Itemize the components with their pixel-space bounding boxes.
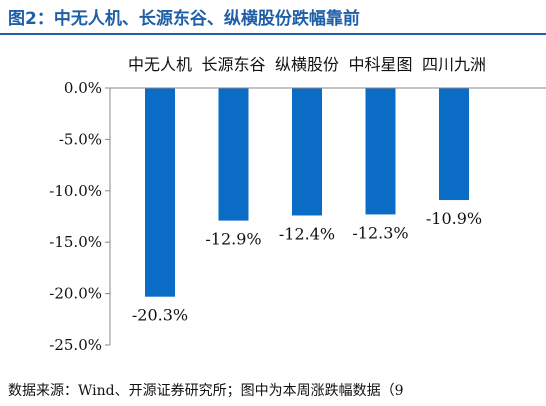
y-tick-label: -5.0% [59,130,102,148]
data-label: -20.3% [132,306,188,325]
bar [145,88,175,297]
category-label: 长源东谷 [201,55,265,74]
source-note: 数据来源：Wind、开源证券研究所；图中为本周涨跌幅数据（9 [8,383,404,399]
figure-title: 图2：中无人机、长源东谷、纵横股份跌幅靠前 [8,9,360,29]
bar [218,88,249,221]
y-tick-label: -25.0% [49,336,102,354]
data-label: -12.9% [205,230,261,249]
bar-chart: 中无人机 长源东谷 纵横股份 中科星图 四川九洲 0.0% -5.0% -10.0% -15.0… [49,55,546,354]
category-label: 四川九洲 [422,55,486,74]
data-label: -12.3% [352,223,408,242]
bar [365,88,396,215]
y-tick-label: -20.0% [49,285,102,303]
y-tick-label: -10.0% [49,182,102,200]
y-tick-label: -15.0% [49,233,102,251]
bar [439,88,469,201]
category-label: 中科星图 [348,55,412,74]
y-tick-label: 0.0% [64,79,102,97]
data-label: -10.9% [426,209,482,228]
title-divider [0,33,546,35]
category-label: 中无人机 [128,55,192,74]
category-label: 纵横股份 [275,55,339,74]
data-label: -12.4% [279,224,335,243]
bar [292,88,322,216]
